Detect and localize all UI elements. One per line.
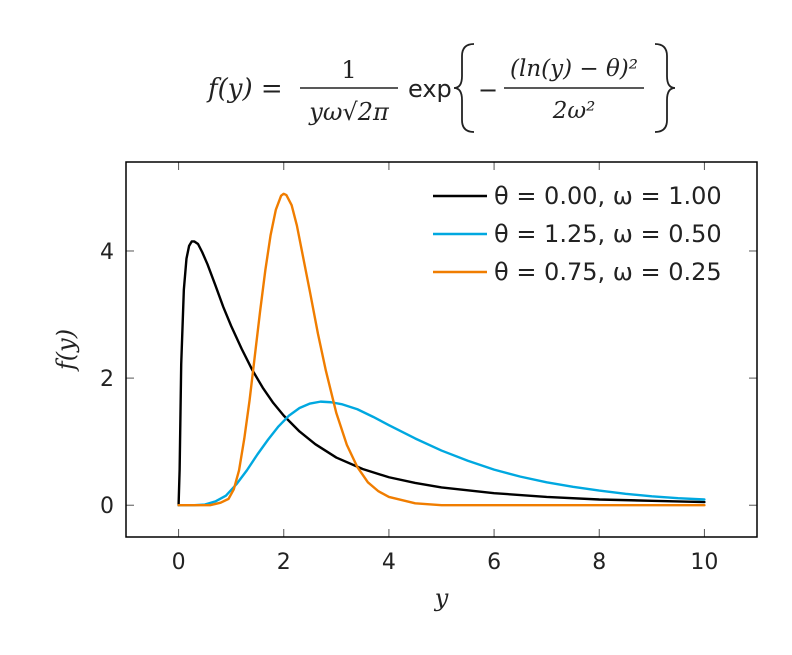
y-tick-label: 0 [100,494,114,519]
x-tick-label: 6 [487,550,501,575]
series-line-1 [177,400,706,507]
x-tick-label: 4 [382,550,396,575]
y-tick-label: 2 [100,367,114,392]
y-tick-label: 4 [100,240,114,265]
y-axis-label: f(y) [52,329,80,372]
x-tick-label: 10 [690,550,718,575]
legend: θ = 0.00, ω = 1.00 θ = 1.25, ω = 0.50 θ = … [433,182,722,286]
legend-label-0: θ = 0.00, ω = 1.00 [494,182,722,210]
x-axis-label: y [434,584,449,612]
x-tick-label: 2 [277,550,291,575]
x-tick-label: 0 [172,550,186,575]
left-brace-icon [453,43,475,133]
density-formula: f(y) = 1 yω√2π exp − (ln(y) − θ)² 2ω² [0,0,792,150]
formula-minus: − [478,76,498,104]
formula-lhs: f(y) = [206,74,283,104]
formula-inner-numerator: (ln(y) − θ)² [510,56,638,82]
legend-label-1: θ = 1.25, ω = 0.50 [494,220,722,248]
formula-inner-denominator: 2ω² [552,98,596,124]
formula-svg: f(y) = 1 yω√2π exp − (ln(y) − θ)² 2ω² [206,43,676,133]
ticks-layer: 0 2 4 6 8 10 0 2 4 [100,162,757,575]
plot-frame [125,161,758,538]
right-brace-icon [654,43,676,133]
legend-label-2: θ = 0.75, ω = 0.25 [494,258,722,286]
series-line-2 [177,192,706,507]
series-layer [177,192,706,507]
formula-numerator: 1 [341,56,356,84]
x-tick-label: 8 [592,550,606,575]
formula-exp: exp [408,75,452,103]
formula-denominator: yω√2π [308,98,390,126]
